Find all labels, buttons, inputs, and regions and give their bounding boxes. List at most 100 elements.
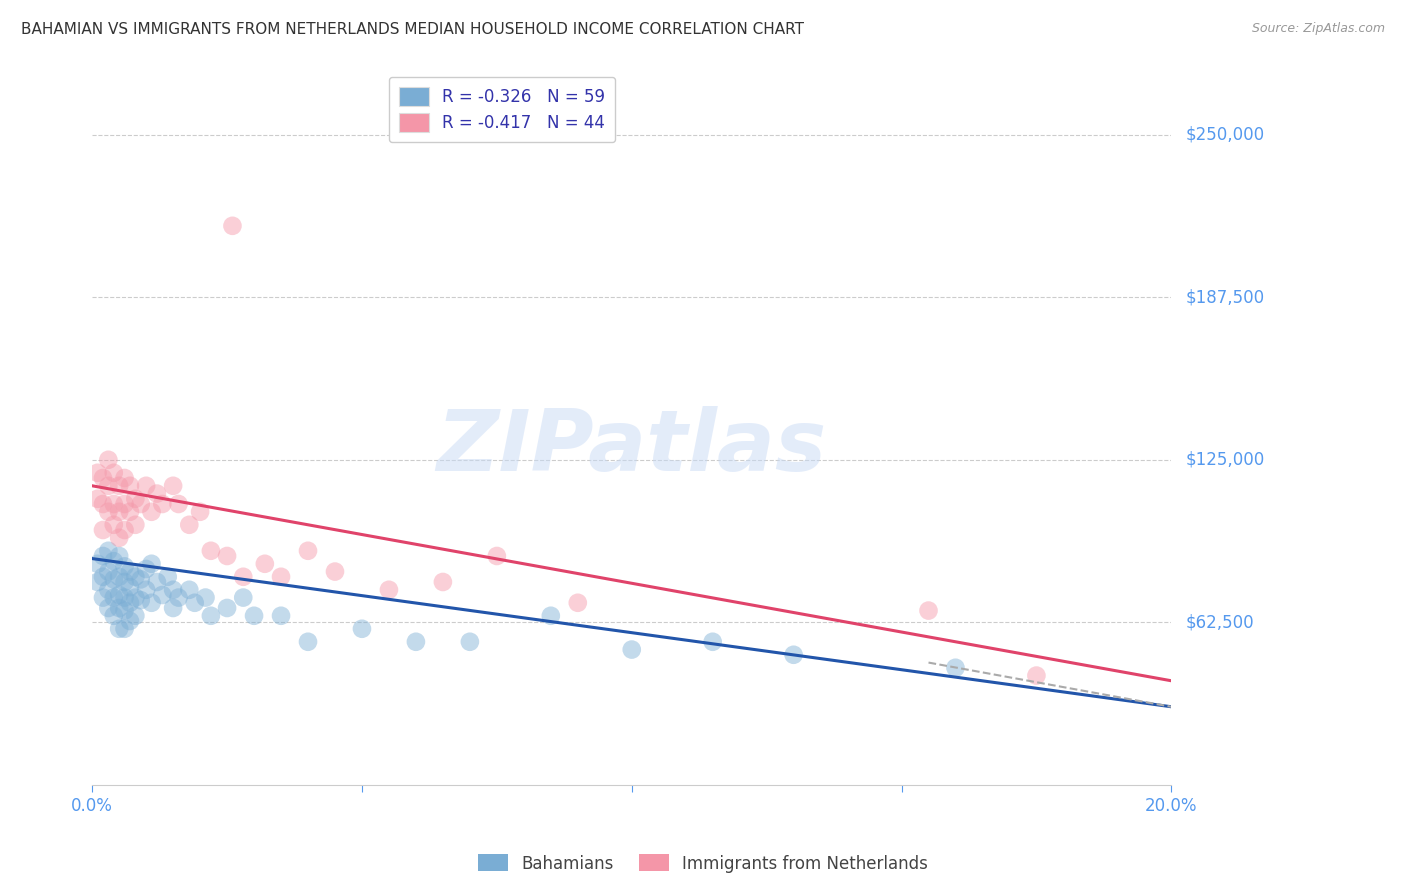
Point (91, 523, 114, 537)
Point (114, 523, 136, 537)
Point (91, 591, 114, 605)
Point (124, 570, 146, 584)
Point (124, 491, 146, 506)
Point (108, 588, 131, 602)
Point (167, 497, 190, 511)
Point (91, 471, 114, 485)
Point (124, 591, 146, 605)
Point (200, 608, 222, 623)
Point (86, 466, 108, 480)
Point (124, 608, 146, 623)
Point (135, 562, 157, 576)
Point (141, 596, 163, 610)
Point (232, 570, 254, 584)
Point (270, 608, 292, 623)
Point (108, 531, 131, 545)
Point (118, 565, 141, 579)
Point (129, 593, 152, 607)
Point (150, 497, 173, 511)
Point (141, 557, 163, 571)
Point (217, 549, 239, 563)
Point (108, 505, 131, 519)
Point (118, 580, 141, 594)
Point (162, 601, 184, 615)
Point (188, 505, 211, 519)
Point (129, 497, 152, 511)
Point (297, 543, 319, 558)
Point (114, 497, 136, 511)
Point (540, 608, 562, 623)
Point (194, 591, 217, 605)
Point (86, 574, 108, 589)
Text: $62,500: $62,500 (1185, 614, 1254, 632)
Point (86, 491, 108, 506)
Point (114, 604, 136, 618)
Text: BAHAMIAN VS IMMIGRANTS FROM NETHERLANDS MEDIAN HOUSEHOLD INCOME CORRELATION CHAR: BAHAMIAN VS IMMIGRANTS FROM NETHERLANDS … (21, 22, 804, 37)
Point (232, 591, 254, 605)
Legend: Bahamians, Immigrants from Netherlands: Bahamians, Immigrants from Netherlands (471, 847, 935, 880)
Point (162, 479, 184, 493)
Point (97, 582, 120, 597)
Point (103, 591, 125, 605)
Point (118, 596, 141, 610)
Point (118, 614, 141, 628)
Point (114, 591, 136, 605)
Point (243, 608, 266, 623)
Point (108, 479, 131, 493)
Point (114, 622, 136, 636)
Point (97, 479, 120, 493)
Point (217, 601, 239, 615)
Point (221, 219, 243, 233)
Point (114, 471, 136, 485)
Point (167, 591, 190, 605)
Legend: R = -0.326   N = 59, R = -0.417   N = 44: R = -0.326 N = 59, R = -0.417 N = 44 (389, 77, 616, 143)
Text: Source: ZipAtlas.com: Source: ZipAtlas.com (1251, 22, 1385, 36)
Point (103, 517, 125, 532)
Point (118, 479, 141, 493)
Text: ZIPatlas: ZIPatlas (437, 407, 827, 490)
Point (103, 608, 125, 623)
Point (97, 601, 120, 615)
Point (179, 517, 201, 532)
Point (97, 543, 120, 558)
Point (135, 582, 157, 597)
Point (702, 634, 724, 648)
Point (323, 565, 346, 579)
Point (91, 549, 114, 563)
Point (1025, 668, 1047, 682)
Point (103, 497, 125, 511)
Point (297, 634, 319, 648)
Point (458, 634, 481, 648)
Point (124, 517, 146, 532)
Point (103, 573, 125, 587)
Point (135, 479, 157, 493)
Point (917, 604, 939, 618)
Point (405, 634, 427, 648)
Point (485, 549, 508, 563)
Text: $250,000: $250,000 (1185, 126, 1264, 144)
Point (97, 452, 120, 467)
Point (118, 505, 141, 519)
Point (108, 549, 131, 563)
Point (378, 582, 401, 597)
Point (567, 596, 589, 610)
Point (782, 648, 804, 662)
Point (129, 573, 152, 587)
Point (108, 570, 131, 584)
Point (91, 570, 114, 584)
Point (86, 557, 108, 571)
Point (270, 570, 292, 584)
Point (146, 486, 169, 500)
Point (156, 570, 179, 584)
Point (97, 505, 120, 519)
Point (103, 554, 125, 568)
Point (620, 642, 643, 657)
Point (253, 557, 276, 571)
Point (150, 588, 173, 602)
Point (91, 497, 114, 511)
Point (114, 559, 136, 574)
Point (97, 565, 120, 579)
Point (350, 622, 373, 636)
Point (103, 466, 125, 480)
Point (183, 596, 205, 610)
